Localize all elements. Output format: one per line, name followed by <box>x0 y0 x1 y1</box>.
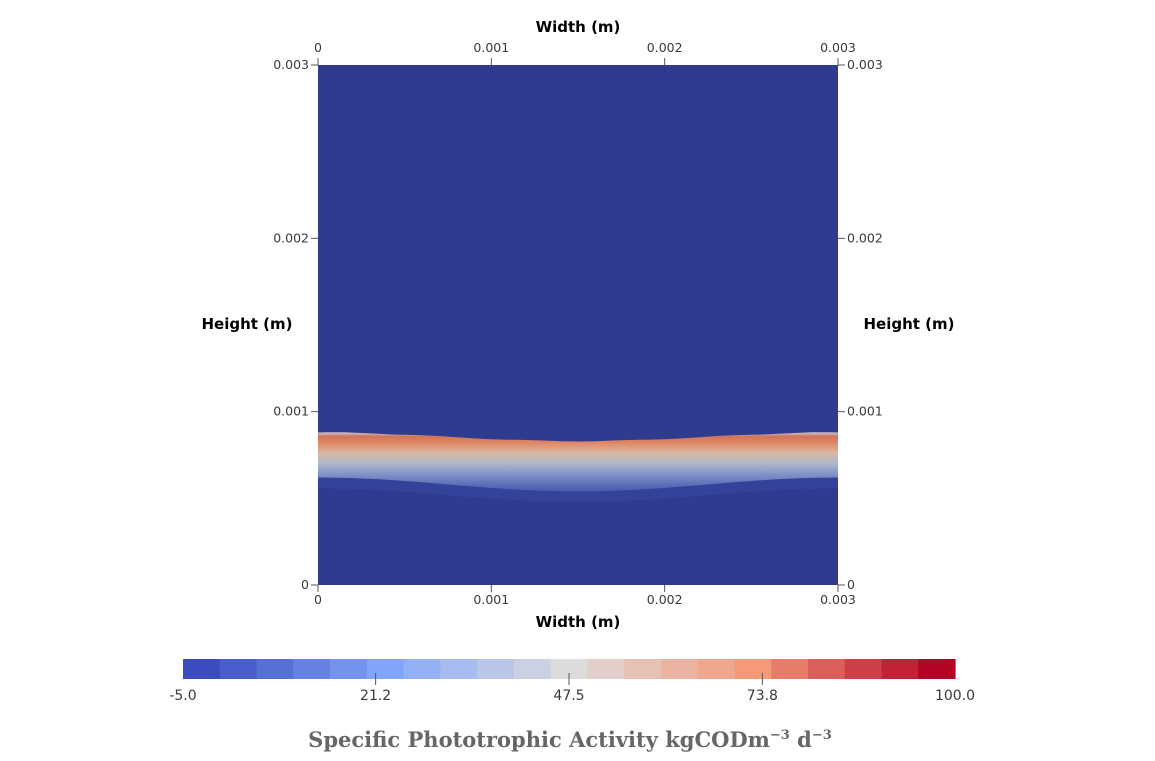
x-tick-label-bottom: 0 <box>314 592 322 607</box>
colorbar-bin <box>771 659 809 679</box>
top-axis-title: Width (m) <box>536 18 621 36</box>
x-tick-label-top: 0 <box>314 40 322 55</box>
colorbar-bin <box>918 659 956 679</box>
colorbar-bin <box>881 659 919 679</box>
colorbar-bin <box>440 659 478 679</box>
y-tick-label-right: 0.001 <box>847 404 883 419</box>
colorbar-bin <box>330 659 368 679</box>
x-tick-label-top: 0.001 <box>473 40 509 55</box>
y-tick-label-right: 0 <box>847 577 855 592</box>
activity-band-lower-step <box>318 477 838 502</box>
colorbar-tick-label: 47.5 <box>553 688 584 704</box>
colorbar-bin <box>807 659 846 679</box>
colorbar-bin <box>624 659 662 679</box>
colorbar-bin <box>734 659 772 679</box>
activity-band <box>318 432 838 502</box>
y-tick-label-left: 0.003 <box>273 57 309 72</box>
y-tick-label-left: 0.002 <box>273 230 309 245</box>
colorbar-bin <box>587 659 625 679</box>
y-tick-label-right: 0.003 <box>847 57 883 72</box>
left-axis-title: Height (m) <box>201 315 292 333</box>
right-axis-title: Height (m) <box>863 315 954 333</box>
colorbar-bin <box>513 659 552 679</box>
colorbar-bin <box>293 659 331 679</box>
x-tick-label-bottom: 0.003 <box>820 592 856 607</box>
colorbar-title: Specific Phototrophic Activity kgCODm−3 … <box>308 727 832 752</box>
colorbar-tick-label: 21.2 <box>360 688 391 704</box>
y-tick-label-left: 0 <box>301 577 309 592</box>
x-tick-label-top: 0.002 <box>647 40 683 55</box>
colorbar-bin <box>477 659 515 679</box>
x-tick-label-top: 0.003 <box>820 40 856 55</box>
x-tick-label-bottom: 0.002 <box>647 592 683 607</box>
colorbar-tick-label: 73.8 <box>747 688 778 704</box>
plot-area <box>318 65 838 585</box>
x-tick-label-bottom: 0.001 <box>473 592 509 607</box>
colorbar-bin <box>403 659 441 679</box>
colorbar-bin <box>844 659 883 679</box>
colorbar-bin <box>550 659 588 679</box>
colorbar-tick-label: -5.0 <box>169 688 196 704</box>
colorbar-bin <box>219 659 258 679</box>
colorbar-bin <box>183 659 221 679</box>
colorbar-bin <box>697 659 736 679</box>
colorbar-bin <box>660 659 699 679</box>
colorbar-tick-label: 100.0 <box>935 688 975 704</box>
bottom-axis-title: Width (m) <box>536 613 621 631</box>
colorbar-bin <box>366 659 405 679</box>
colorbar-bin <box>256 659 294 679</box>
colorbar: -5.0 21.2 47.5 73.8 100.0 <box>169 659 975 704</box>
y-tick-label-right: 0.002 <box>847 230 883 245</box>
y-tick-label-left: 0.001 <box>273 404 309 419</box>
